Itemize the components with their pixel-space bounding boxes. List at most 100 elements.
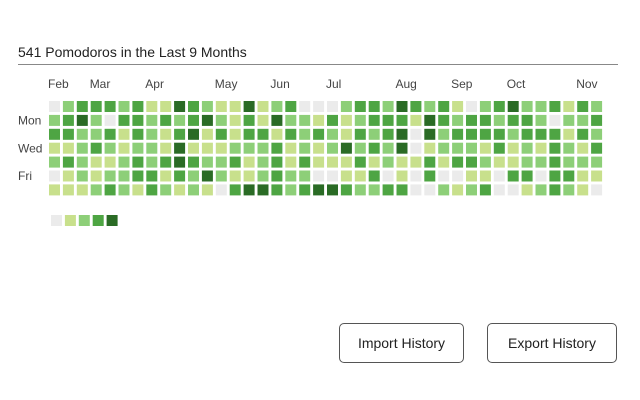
- day-cell: [591, 156, 603, 168]
- day-cell: [563, 101, 575, 112]
- day-cell: [201, 128, 213, 140]
- day-cell: [549, 128, 561, 140]
- day-cell: [327, 128, 338, 140]
- day-cell: [549, 156, 561, 168]
- day-cell: [188, 156, 199, 168]
- day-cell: [591, 114, 603, 126]
- day-cell: [62, 142, 74, 154]
- day-cell: [104, 128, 116, 140]
- day-cell: [146, 184, 158, 196]
- day-cell: [479, 101, 491, 112]
- month-label: Mar: [90, 77, 111, 91]
- day-cell: [243, 156, 255, 168]
- day-cell: [313, 101, 325, 112]
- day-cell: [215, 128, 227, 140]
- day-cell: [215, 184, 227, 196]
- day-cell: [327, 170, 338, 182]
- day-cell: [452, 142, 464, 154]
- day-cell: [493, 170, 505, 182]
- export-button[interactable]: Export History: [487, 323, 617, 363]
- day-cell: [549, 184, 561, 196]
- day-cell: [521, 128, 533, 140]
- day-cell: [49, 156, 60, 168]
- day-cell: [382, 128, 394, 140]
- day-cell: [549, 114, 561, 126]
- day-cell: [76, 101, 88, 112]
- day-cell: [382, 142, 394, 154]
- day-cell: [104, 156, 116, 168]
- day-cell: [493, 101, 505, 112]
- day-cell: [452, 184, 464, 196]
- day-cell: [549, 142, 561, 154]
- day-cell: [340, 142, 352, 154]
- day-cell: [243, 128, 255, 140]
- day-cell: [62, 170, 74, 182]
- day-cell: [577, 114, 589, 126]
- day-cell: [340, 128, 352, 140]
- day-cell: [76, 170, 88, 182]
- day-cell: [132, 128, 144, 140]
- day-cell: [229, 114, 241, 126]
- day-cell: [507, 114, 519, 126]
- day-cell: [118, 101, 130, 112]
- day-cell: [118, 156, 130, 168]
- day-cell: [90, 128, 102, 140]
- day-cell: [201, 101, 213, 112]
- day-cell: [424, 142, 436, 154]
- day-cell: [368, 170, 380, 182]
- day-cell: [354, 114, 366, 126]
- day-cell: [410, 128, 422, 140]
- day-cell: [340, 170, 352, 182]
- day-cell: [396, 101, 408, 112]
- legend-swatch: [64, 215, 76, 226]
- title: 541 Pomodoros in the Last 9 Months: [18, 44, 247, 60]
- day-cell: [271, 101, 283, 112]
- day-cell: [549, 170, 561, 182]
- day-cell: [188, 128, 199, 140]
- day-cell: [493, 142, 505, 154]
- day-cell: [215, 156, 227, 168]
- day-cell: [118, 142, 130, 154]
- day-cell: [299, 101, 311, 112]
- month-label: Apr: [145, 77, 164, 91]
- day-label: Fri: [18, 169, 32, 183]
- day-cell: [90, 101, 102, 112]
- day-cell: [188, 101, 199, 112]
- day-cell: [354, 170, 366, 182]
- day-cell: [563, 156, 575, 168]
- day-cell: [577, 170, 589, 182]
- day-cell: [521, 184, 533, 196]
- month-label: Aug: [396, 77, 417, 91]
- day-cell: [49, 142, 60, 154]
- month-label: May: [215, 77, 238, 91]
- day-cell: [466, 128, 477, 140]
- day-cell: [507, 184, 519, 196]
- day-cell: [299, 142, 311, 154]
- day-cell: [257, 184, 269, 196]
- day-cell: [493, 128, 505, 140]
- day-cell: [146, 156, 158, 168]
- day-cell: [424, 184, 436, 196]
- day-cell: [424, 170, 436, 182]
- day-cell: [466, 170, 477, 182]
- month-label: Oct: [507, 77, 526, 91]
- day-cell: [76, 128, 88, 140]
- day-cell: [340, 184, 352, 196]
- day-cell: [563, 142, 575, 154]
- day-cell: [591, 101, 603, 112]
- day-cell: [160, 142, 172, 154]
- day-cell: [104, 142, 116, 154]
- day-cell: [90, 142, 102, 154]
- day-cell: [535, 128, 547, 140]
- day-cell: [452, 156, 464, 168]
- day-cell: [285, 184, 297, 196]
- day-cell: [132, 114, 144, 126]
- day-cell: [299, 170, 311, 182]
- import-button[interactable]: Import History: [339, 323, 464, 363]
- day-cell: [535, 156, 547, 168]
- day-cell: [49, 128, 60, 140]
- day-cell: [396, 184, 408, 196]
- day-cell: [118, 128, 130, 140]
- day-cell: [466, 114, 477, 126]
